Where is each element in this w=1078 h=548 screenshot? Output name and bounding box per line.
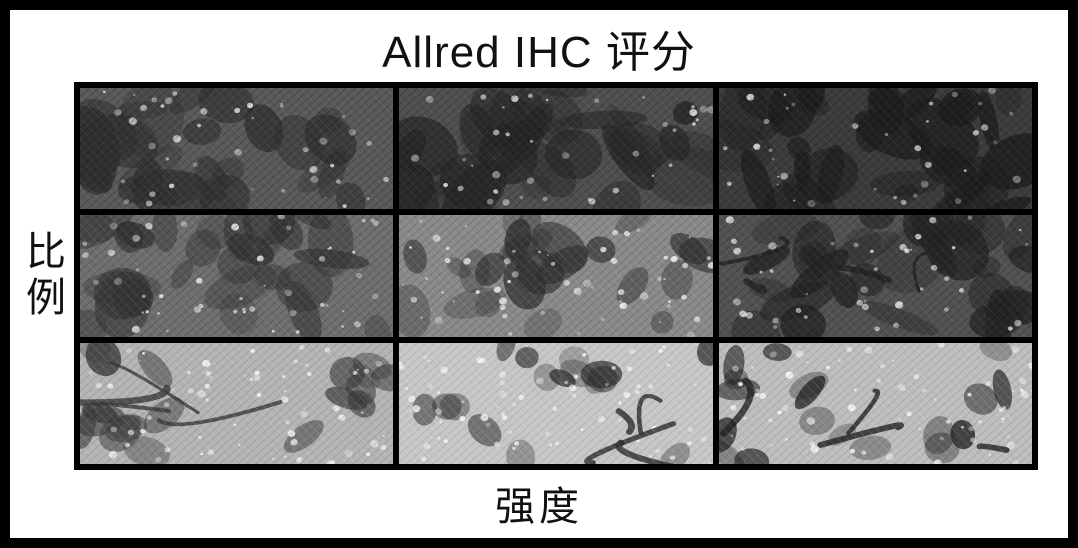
cell-r0-c1	[399, 88, 712, 209]
cell-r2-c0	[80, 343, 393, 464]
content-row: 比例	[10, 82, 1068, 470]
cell-r0-c0	[80, 88, 393, 209]
cell-r2-c1	[399, 343, 712, 464]
cell-r0-c2	[719, 88, 1032, 209]
cell-r1-c0	[80, 215, 393, 336]
cell-r2-c2	[719, 343, 1032, 464]
xlabel-row: 强度	[10, 470, 1068, 538]
cell-r1-c2	[719, 215, 1032, 336]
title-row: Allred IHC 评分	[10, 10, 1068, 82]
y-axis-label: 比例	[13, 230, 71, 322]
ylabel-col: 比例	[10, 82, 74, 470]
image-grid	[74, 82, 1038, 470]
cell-r1-c1	[399, 215, 712, 336]
figure-frame: Allred IHC 评分 比例	[0, 0, 1078, 548]
figure-title: Allred IHC 评分	[382, 28, 696, 77]
x-axis-label: 强度	[495, 485, 583, 529]
